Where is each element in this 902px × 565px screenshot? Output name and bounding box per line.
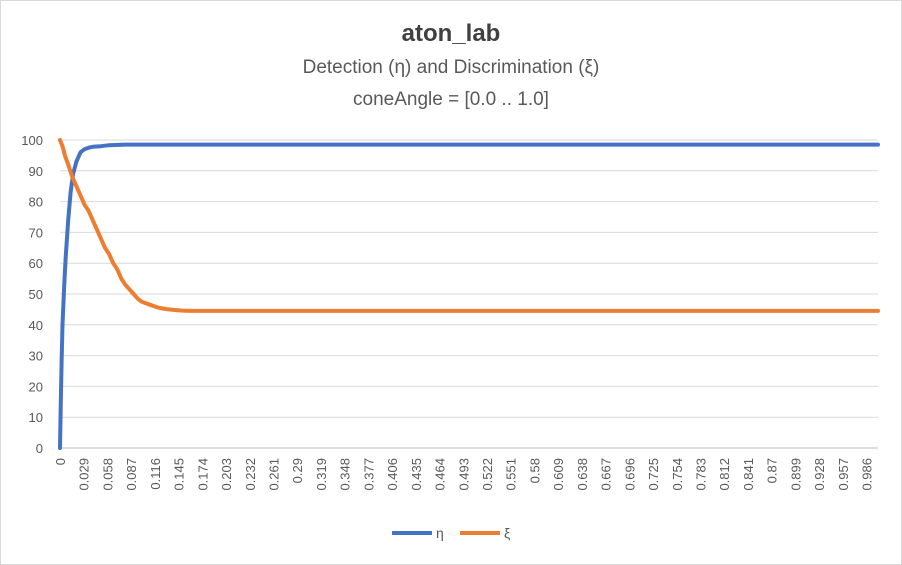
y-tick-label: 10 bbox=[29, 410, 43, 425]
y-tick-label: 100 bbox=[21, 133, 43, 148]
x-tick-label: 0.261 bbox=[266, 458, 281, 491]
y-tick-label: 30 bbox=[29, 349, 43, 364]
y-tick-label: 40 bbox=[29, 318, 43, 333]
x-tick-label: 0.696 bbox=[622, 458, 637, 491]
y-tick-label: 70 bbox=[29, 225, 43, 240]
x-tick-label: 0.609 bbox=[551, 458, 566, 491]
chart-subtitle-2: coneAngle = [0.0 .. 1.0] bbox=[353, 89, 549, 110]
x-tick-label: 0.116 bbox=[148, 458, 163, 490]
x-tick-label: 0.58 bbox=[527, 458, 542, 483]
x-tick-label: 0.522 bbox=[480, 458, 495, 491]
x-tick-label: 0.928 bbox=[812, 458, 827, 491]
x-tick-label: 0.986 bbox=[860, 458, 875, 491]
x-tick-label: 0.667 bbox=[599, 458, 614, 491]
x-tick-label: 0.377 bbox=[361, 458, 376, 491]
x-tick-label: 0.638 bbox=[575, 458, 590, 491]
x-tick-label: 0.348 bbox=[338, 458, 353, 491]
x-tick-label: 0.435 bbox=[409, 458, 424, 491]
y-tick-label: 90 bbox=[29, 164, 43, 179]
legend-label: η bbox=[436, 525, 444, 541]
x-tick-label: 0.957 bbox=[836, 458, 851, 491]
chart-title: aton_lab bbox=[401, 20, 501, 47]
x-tick-label: 0.899 bbox=[788, 458, 803, 491]
x-tick-label: 0.232 bbox=[243, 458, 258, 491]
x-tick-label: 0.203 bbox=[219, 458, 234, 491]
x-tick-label: 0.87 bbox=[765, 458, 780, 483]
y-tick-label: 0 bbox=[36, 441, 43, 456]
x-tick-label: 0.783 bbox=[693, 458, 708, 491]
x-tick-label: 0.406 bbox=[385, 458, 400, 491]
x-tick-label: 0.029 bbox=[77, 458, 92, 491]
x-tick-label: 0.29 bbox=[290, 458, 305, 483]
y-tick-label: 60 bbox=[29, 256, 43, 271]
series-line-xi bbox=[58, 138, 880, 313]
y-tick-label: 20 bbox=[29, 379, 43, 394]
x-tick-label: 0.493 bbox=[456, 458, 471, 491]
y-tick-label: 50 bbox=[29, 287, 43, 302]
x-tick-label: 0.319 bbox=[314, 458, 329, 491]
x-tick-label: 0 bbox=[53, 458, 68, 465]
x-tick-label: 0.812 bbox=[717, 458, 732, 491]
x-tick-label: 0.725 bbox=[646, 458, 661, 491]
x-tick-label: 0.174 bbox=[195, 458, 210, 491]
legend-label: ξ bbox=[504, 525, 510, 541]
x-tick-label: 0.551 bbox=[504, 458, 519, 491]
x-tick-label: 0.841 bbox=[741, 458, 756, 491]
x-tick-label: 0.754 bbox=[670, 458, 685, 491]
x-tick-label: 0.464 bbox=[433, 458, 448, 491]
chart-subtitle-1: Detection (η) and Discrimination (ξ) bbox=[302, 57, 600, 78]
y-tick-label: 80 bbox=[29, 195, 43, 210]
x-tick-label: 0.087 bbox=[124, 458, 139, 491]
series-line-eta bbox=[58, 142, 880, 450]
x-tick-label: 0.145 bbox=[172, 458, 187, 491]
x-tick-label: 0.058 bbox=[100, 458, 115, 491]
